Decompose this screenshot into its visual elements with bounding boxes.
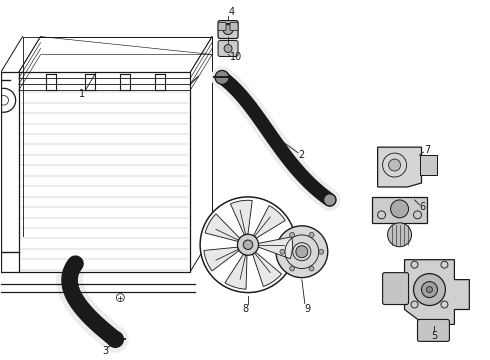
Circle shape — [290, 233, 294, 237]
FancyBboxPatch shape — [230, 23, 238, 31]
Text: 10: 10 — [230, 53, 242, 63]
Text: 4: 4 — [229, 6, 235, 17]
Circle shape — [215, 71, 229, 84]
Polygon shape — [205, 214, 240, 242]
FancyBboxPatch shape — [383, 273, 409, 305]
FancyBboxPatch shape — [417, 319, 449, 341]
Polygon shape — [253, 252, 282, 287]
Circle shape — [324, 194, 336, 206]
FancyBboxPatch shape — [218, 41, 238, 57]
Circle shape — [309, 233, 314, 237]
Circle shape — [389, 159, 400, 171]
Text: 8: 8 — [242, 305, 248, 315]
Polygon shape — [19, 72, 190, 272]
Polygon shape — [253, 206, 285, 238]
Circle shape — [391, 200, 409, 218]
Polygon shape — [204, 247, 239, 271]
Polygon shape — [230, 200, 252, 235]
Circle shape — [414, 274, 445, 306]
Circle shape — [200, 197, 296, 293]
Circle shape — [280, 249, 285, 254]
Circle shape — [309, 266, 314, 271]
Circle shape — [421, 282, 438, 298]
Polygon shape — [371, 197, 427, 223]
Text: 9: 9 — [305, 305, 311, 315]
Text: 6: 6 — [419, 202, 425, 212]
Polygon shape — [405, 260, 469, 324]
Circle shape — [426, 287, 433, 293]
Circle shape — [224, 45, 232, 53]
Text: 5: 5 — [431, 332, 438, 341]
Text: 1: 1 — [79, 89, 86, 99]
Circle shape — [388, 223, 412, 247]
Circle shape — [223, 24, 233, 35]
Circle shape — [243, 240, 253, 249]
FancyBboxPatch shape — [218, 23, 226, 31]
Text: 3: 3 — [102, 346, 108, 356]
Circle shape — [276, 226, 328, 278]
Text: 7: 7 — [424, 145, 431, 155]
Circle shape — [238, 234, 259, 255]
Circle shape — [319, 249, 324, 254]
Text: 2: 2 — [298, 150, 304, 160]
Polygon shape — [258, 237, 293, 259]
Circle shape — [296, 246, 308, 258]
Circle shape — [290, 266, 294, 271]
FancyBboxPatch shape — [419, 155, 438, 175]
Polygon shape — [225, 254, 247, 289]
FancyBboxPatch shape — [218, 21, 238, 39]
Polygon shape — [378, 147, 421, 187]
